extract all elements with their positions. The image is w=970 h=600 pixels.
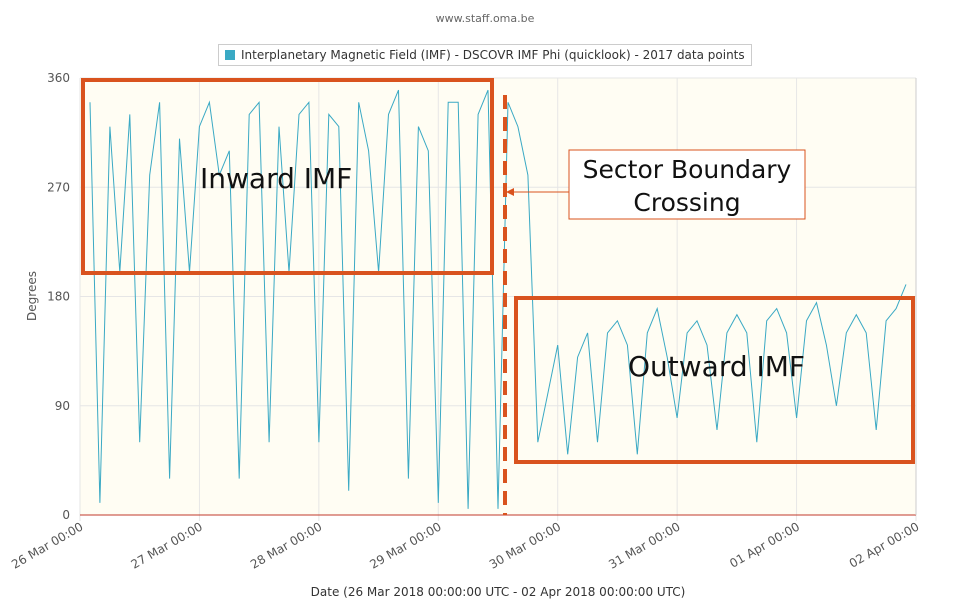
chart-legend[interactable]: Interplanetary Magnetic Field (IMF) - DS… xyxy=(218,44,752,66)
x-tick-label: 01 Apr 00:00 xyxy=(727,519,802,570)
inward-imf-label: Inward IMF xyxy=(200,162,352,195)
sector-boundary-arrowhead xyxy=(506,188,514,196)
x-tick-label: 31 Mar 00:00 xyxy=(606,519,682,571)
x-tick-label: 30 Mar 00:00 xyxy=(487,519,563,571)
x-axis-label: Date (26 Mar 2018 00:00:00 UTC - 02 Apr … xyxy=(311,585,686,599)
x-tick-label: 27 Mar 00:00 xyxy=(129,519,205,571)
y-axis-label: Degrees xyxy=(25,271,39,321)
x-tick-label: 26 Mar 00:00 xyxy=(9,519,85,571)
x-axis-ticks: 26 Mar 00:00 27 Mar 00:00 28 Mar 00:00 29 M… xyxy=(9,519,921,571)
y-axis-ticks: 0 90 180 270 360 xyxy=(47,71,70,522)
y-tick-label: 270 xyxy=(47,180,70,194)
legend-label: Interplanetary Magnetic Field (IMF) - DS… xyxy=(241,48,745,62)
series-line-imf-phi xyxy=(89,89,907,509)
legend-swatch xyxy=(225,50,235,60)
y-tick-label: 360 xyxy=(47,71,70,85)
chart-credit: www.staff.oma.be xyxy=(435,12,535,25)
outward-imf-label: Outward IMF xyxy=(628,350,805,383)
x-tick-label: 29 Mar 00:00 xyxy=(367,519,443,571)
sector-boundary-label-line1: Sector Boundary xyxy=(583,155,792,184)
y-tick-label: 0 xyxy=(62,508,70,522)
x-tick-label: 02 Apr 00:00 xyxy=(847,519,922,570)
y-tick-label: 90 xyxy=(55,399,70,413)
sector-boundary-label-line2: Crossing xyxy=(633,188,740,217)
inward-imf-box xyxy=(81,78,494,275)
outward-imf-box xyxy=(514,296,915,464)
x-tick-label: 28 Mar 00:00 xyxy=(248,519,324,571)
sector-boundary-callout-box xyxy=(568,149,806,220)
y-tick-label: 180 xyxy=(47,290,70,304)
